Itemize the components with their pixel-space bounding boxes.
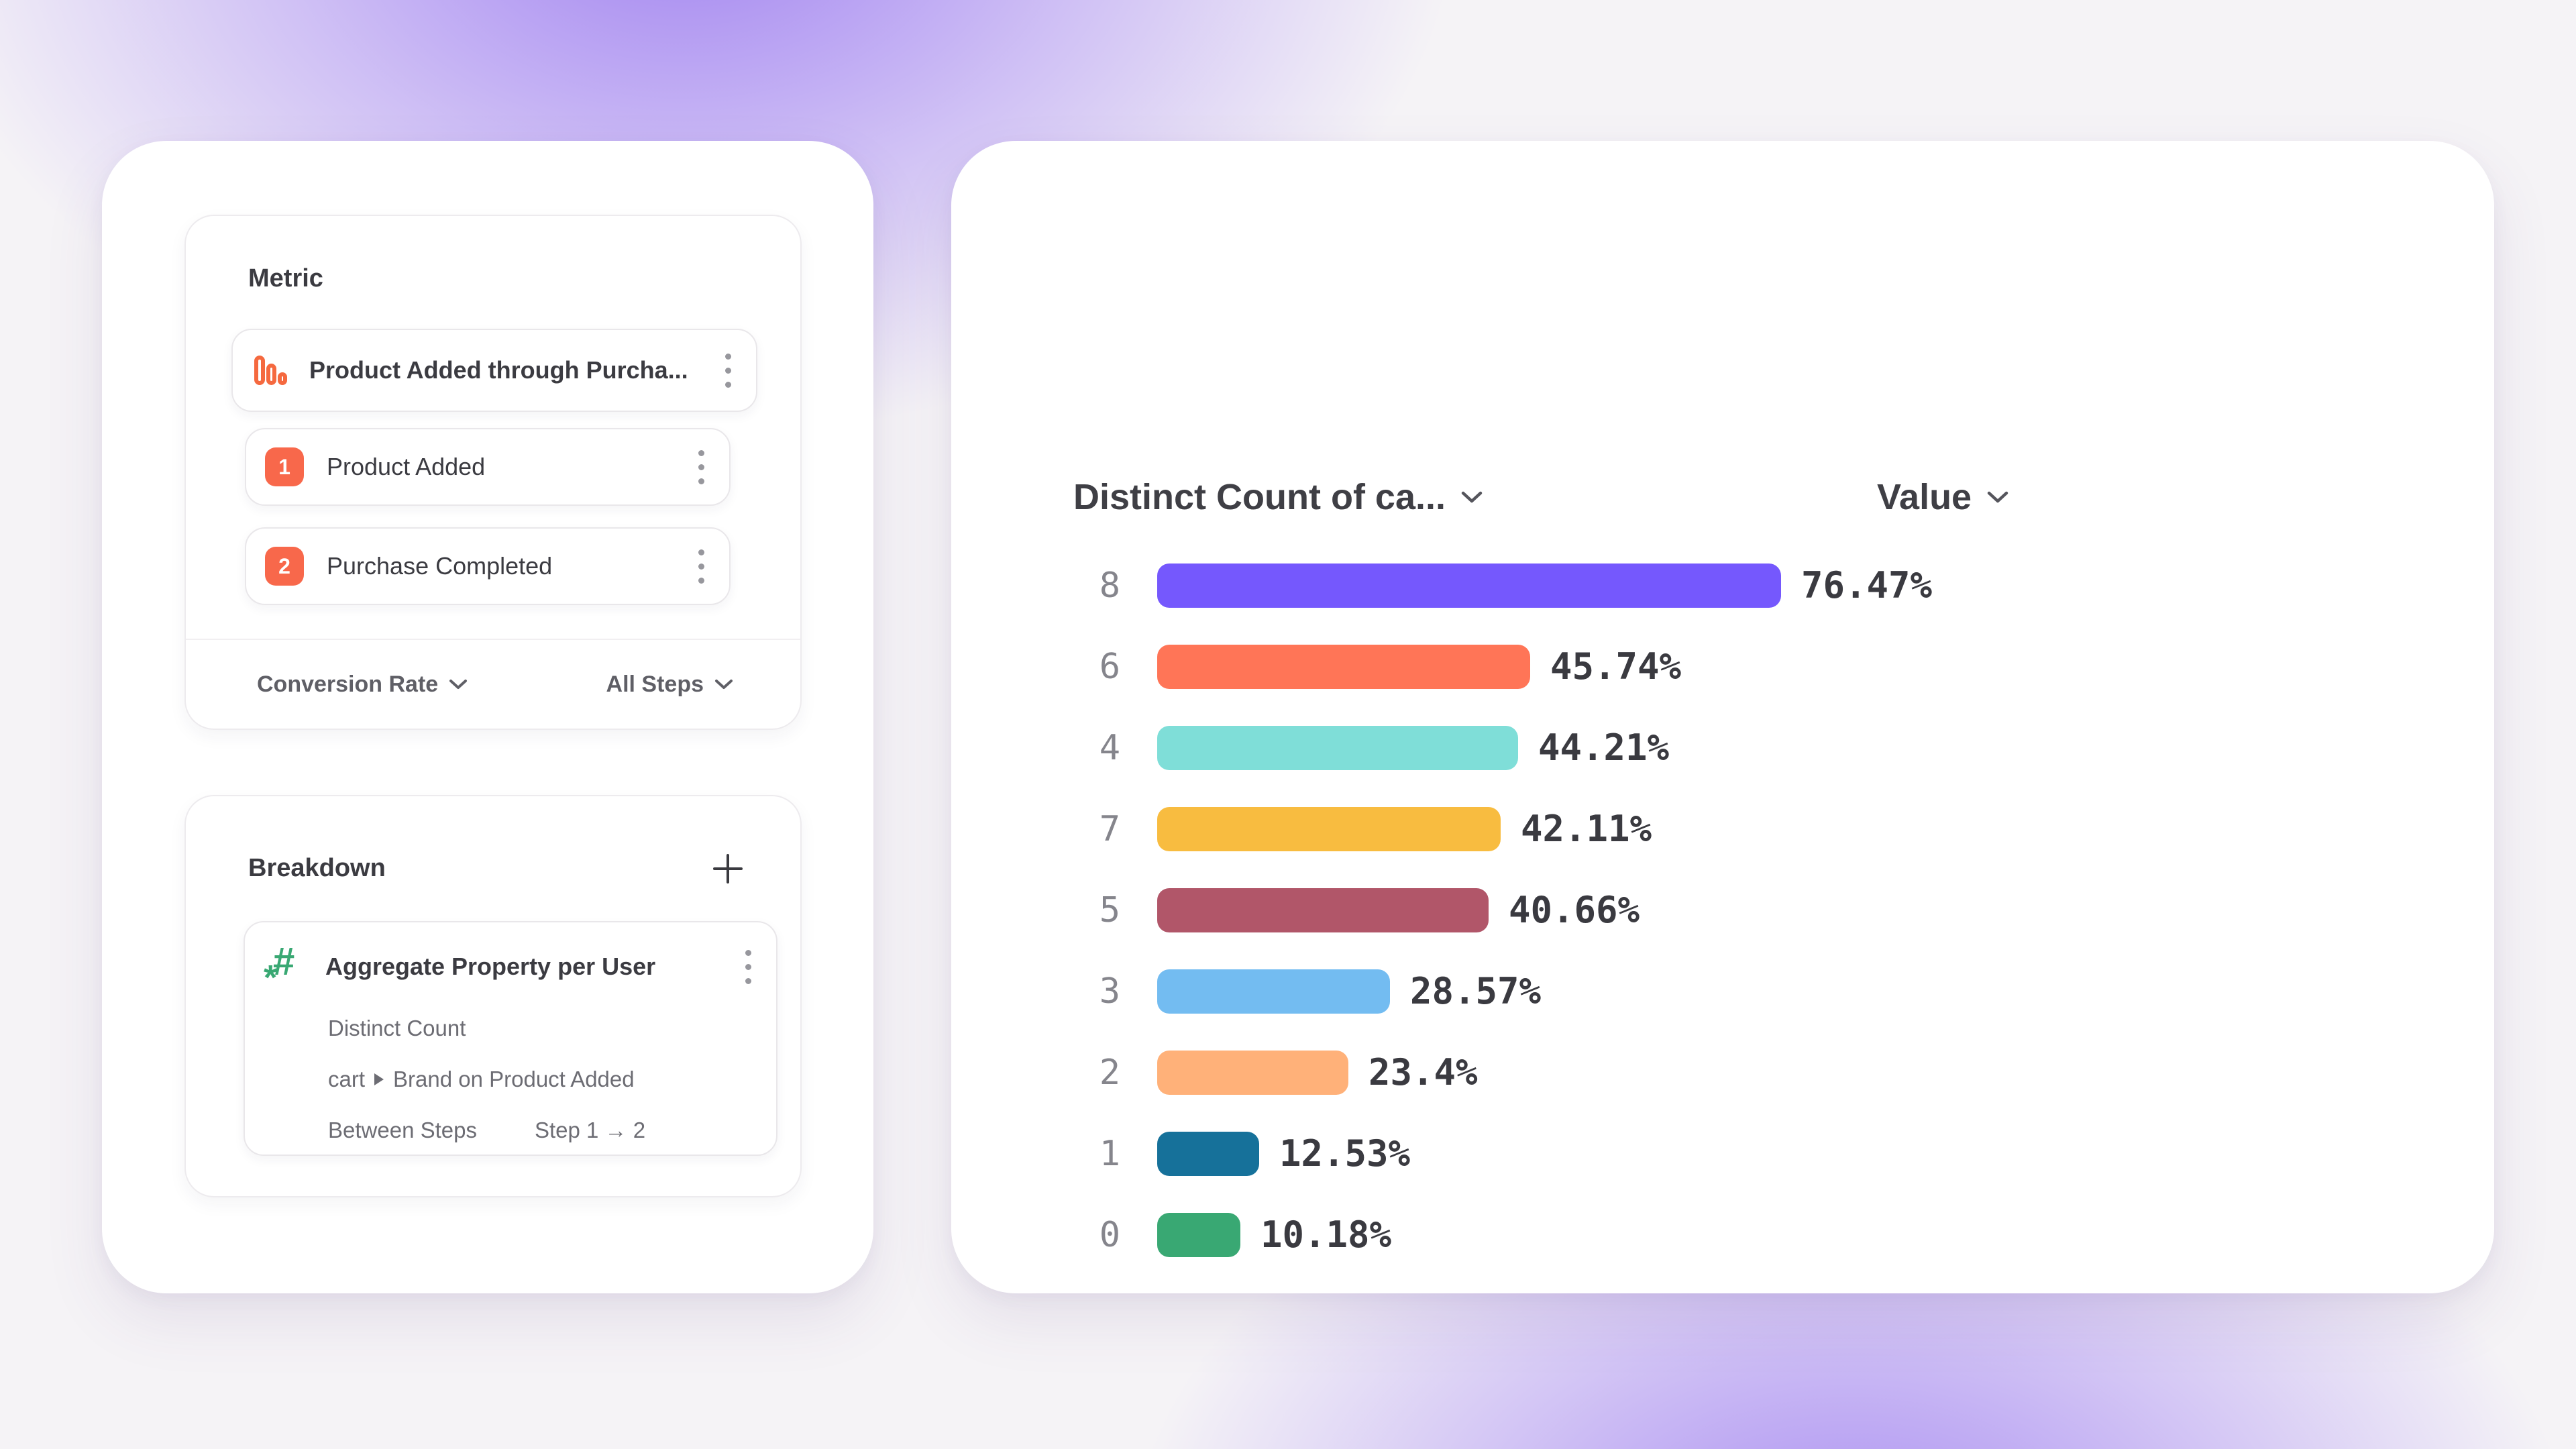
category-label: 7 xyxy=(1099,808,1120,849)
bar[interactable] xyxy=(1157,1131,1259,1176)
bar-row: 5 40.66% xyxy=(951,869,2494,951)
hash-asterisk-icon: # * xyxy=(264,940,295,998)
value-label: 42.11% xyxy=(1521,808,1652,850)
category-label: 2 xyxy=(1099,1052,1120,1093)
breakdown-property[interactable]: cart Brand on Product Added xyxy=(328,1054,776,1105)
metric-row[interactable]: Product Added through Purcha... xyxy=(231,329,757,412)
breakdown-panel-title: Breakdown xyxy=(248,854,386,882)
chevron-down-icon xyxy=(1987,491,2008,503)
bar-row: 0 10.18% xyxy=(951,1194,2494,1275)
metric-footer: Conversion Rate All Steps xyxy=(186,639,800,729)
plus-icon xyxy=(713,854,743,883)
metric-panel-title: Metric xyxy=(248,264,323,292)
chart-card: Distinct Count of ca... Value 8 76.47% 6 45… xyxy=(951,141,2494,1293)
funnel-step-2[interactable]: 2 Purchase Completed xyxy=(245,527,731,605)
bar[interactable] xyxy=(1157,644,1530,689)
funnel-step-1[interactable]: 1 Product Added xyxy=(245,428,731,506)
category-label: 8 xyxy=(1099,565,1120,606)
value-label: 23.4% xyxy=(1368,1051,1478,1093)
breakdown-item-title: Aggregate Property per User xyxy=(325,953,656,980)
step-kebab-menu[interactable] xyxy=(681,543,721,590)
breakdown-item[interactable]: # * Aggregate Property per User Distinct … xyxy=(244,921,777,1156)
category-label: 0 xyxy=(1099,1214,1120,1255)
between-steps-value: Step 1 → 2 xyxy=(534,1118,646,1142)
all-steps-label: All Steps xyxy=(606,671,704,697)
bar[interactable] xyxy=(1157,725,1518,770)
chevron-down-icon xyxy=(715,680,733,689)
value-label: 10.18% xyxy=(1260,1214,1392,1256)
chevron-down-icon xyxy=(1461,491,1483,503)
category-column-header[interactable]: Distinct Count of ca... xyxy=(1073,476,1483,518)
bar[interactable] xyxy=(1157,1050,1348,1095)
chevron-down-icon xyxy=(449,680,468,689)
category-label: 6 xyxy=(1099,646,1120,687)
property-prefix: cart xyxy=(328,1067,366,1091)
triangle-right-icon xyxy=(374,1073,384,1085)
value-label: 44.21% xyxy=(1538,727,1670,769)
step-label: Purchase Completed xyxy=(327,552,553,580)
add-breakdown-button[interactable] xyxy=(708,849,748,889)
bar-row: 4 44.21% xyxy=(951,707,2494,788)
step-label: Product Added xyxy=(327,453,486,480)
bar[interactable] xyxy=(1157,806,1501,851)
value-label: 28.57% xyxy=(1410,970,1542,1012)
value-label: 76.47% xyxy=(1801,564,1933,606)
step-number-badge: 1 xyxy=(265,447,304,486)
bar-row: 8 76.47% xyxy=(951,545,2494,626)
bar-row: 3 28.57% xyxy=(951,951,2494,1032)
bar[interactable] xyxy=(1157,1212,1240,1257)
chart-header: Distinct Count of ca... Value xyxy=(951,476,2494,530)
value-label: 40.66% xyxy=(1509,889,1640,931)
all-steps-dropdown[interactable]: All Steps xyxy=(606,672,733,698)
between-steps-row[interactable]: Between Steps Step 1 → 2 xyxy=(328,1105,776,1156)
bar-row: 7 42.11% xyxy=(951,788,2494,869)
conversion-rate-label: Conversion Rate xyxy=(257,671,439,697)
bar-row: 2 23.4% xyxy=(951,1032,2494,1113)
step-number-badge: 2 xyxy=(265,547,304,586)
metric-kebab-menu[interactable] xyxy=(708,347,748,394)
bar-row: 6 45.74% xyxy=(951,626,2494,707)
value-label: 12.53% xyxy=(1279,1132,1411,1175)
metric-panel: Metric Product Added through Purcha... 1… xyxy=(184,215,802,739)
breakdown-kebab-menu[interactable] xyxy=(728,943,768,990)
value-label: 45.74% xyxy=(1550,645,1682,688)
conversion-rate-dropdown[interactable]: Conversion Rate xyxy=(257,672,468,698)
bar[interactable] xyxy=(1157,563,1781,608)
metric-name: Product Added through Purcha... xyxy=(309,356,688,384)
between-steps-label: Between Steps xyxy=(328,1118,477,1142)
value-column-header[interactable]: Value xyxy=(1877,476,2009,518)
bar-row: 1 12.53% xyxy=(951,1113,2494,1194)
property-suffix: Brand on Product Added xyxy=(393,1067,635,1091)
aggregation-type[interactable]: Distinct Count xyxy=(328,1016,466,1040)
category-label: 5 xyxy=(1099,890,1120,930)
category-label: 4 xyxy=(1099,727,1120,768)
step-kebab-menu[interactable] xyxy=(681,443,721,490)
bar-rows: 8 76.47% 6 45.74% 4 44.21% 7 42.11% 5 40.66% 3 28.5… xyxy=(951,545,2494,1275)
bar[interactable] xyxy=(1157,969,1390,1014)
category-column-label: Distinct Count of ca... xyxy=(1073,477,1446,517)
value-column-label: Value xyxy=(1877,477,1972,517)
category-label: 1 xyxy=(1099,1133,1120,1174)
query-builder-card: Metric Product Added through Purcha... 1… xyxy=(102,141,873,1293)
category-label: 3 xyxy=(1099,971,1120,1012)
funnel-chart-icon xyxy=(254,356,287,385)
breakdown-panel: Breakdown # * Aggregate Property per User… xyxy=(184,795,802,1197)
bar[interactable] xyxy=(1157,888,1489,932)
